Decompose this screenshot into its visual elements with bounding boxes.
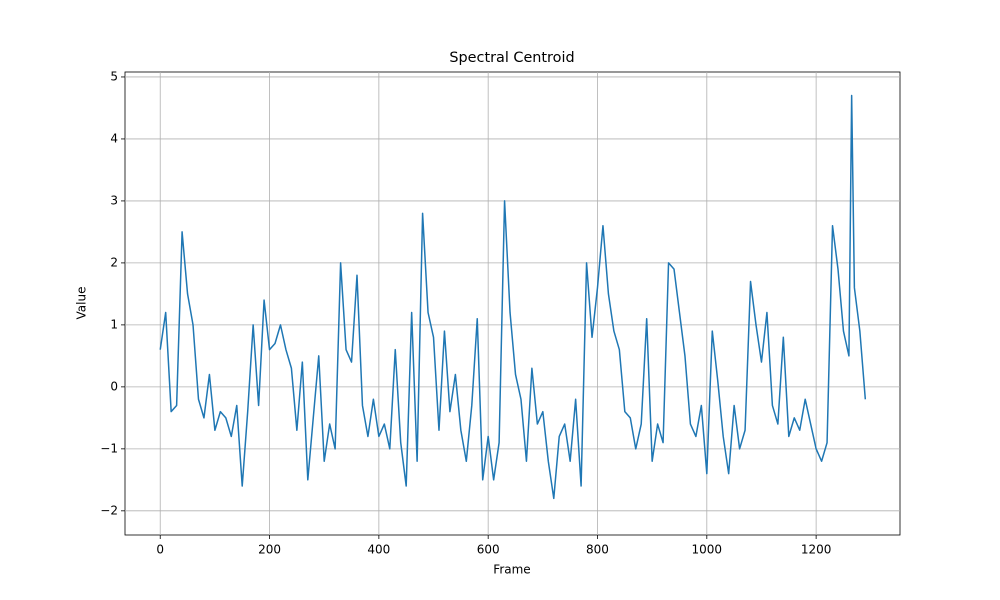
data-line — [159, 94, 867, 500]
chart-title: Spectral Centroid — [449, 50, 574, 66]
y-tick-label: 3 — [110, 193, 118, 207]
plot-frame — [124, 71, 901, 536]
x-tick-label: 1200 — [801, 543, 832, 557]
x-tick-label: 200 — [258, 543, 281, 557]
x-tick-label: 0 — [156, 543, 164, 557]
x-tick-label: 600 — [477, 543, 500, 557]
y-tick-label: 5 — [110, 69, 118, 83]
y-tick-label: 1 — [110, 317, 118, 331]
y-tick-label: 0 — [110, 379, 118, 393]
y-tick-label: −2 — [100, 503, 118, 517]
x-tick-label: 400 — [367, 543, 390, 557]
y-tick-label: 2 — [110, 255, 118, 269]
y-tick-label: −1 — [100, 441, 118, 455]
y-axis-label: Value — [75, 287, 89, 320]
x-tick-label: 1000 — [692, 543, 723, 557]
x-tick-label: 800 — [586, 543, 609, 557]
y-tick-label: 4 — [110, 131, 118, 145]
x-axis-label: Frame — [493, 563, 530, 577]
